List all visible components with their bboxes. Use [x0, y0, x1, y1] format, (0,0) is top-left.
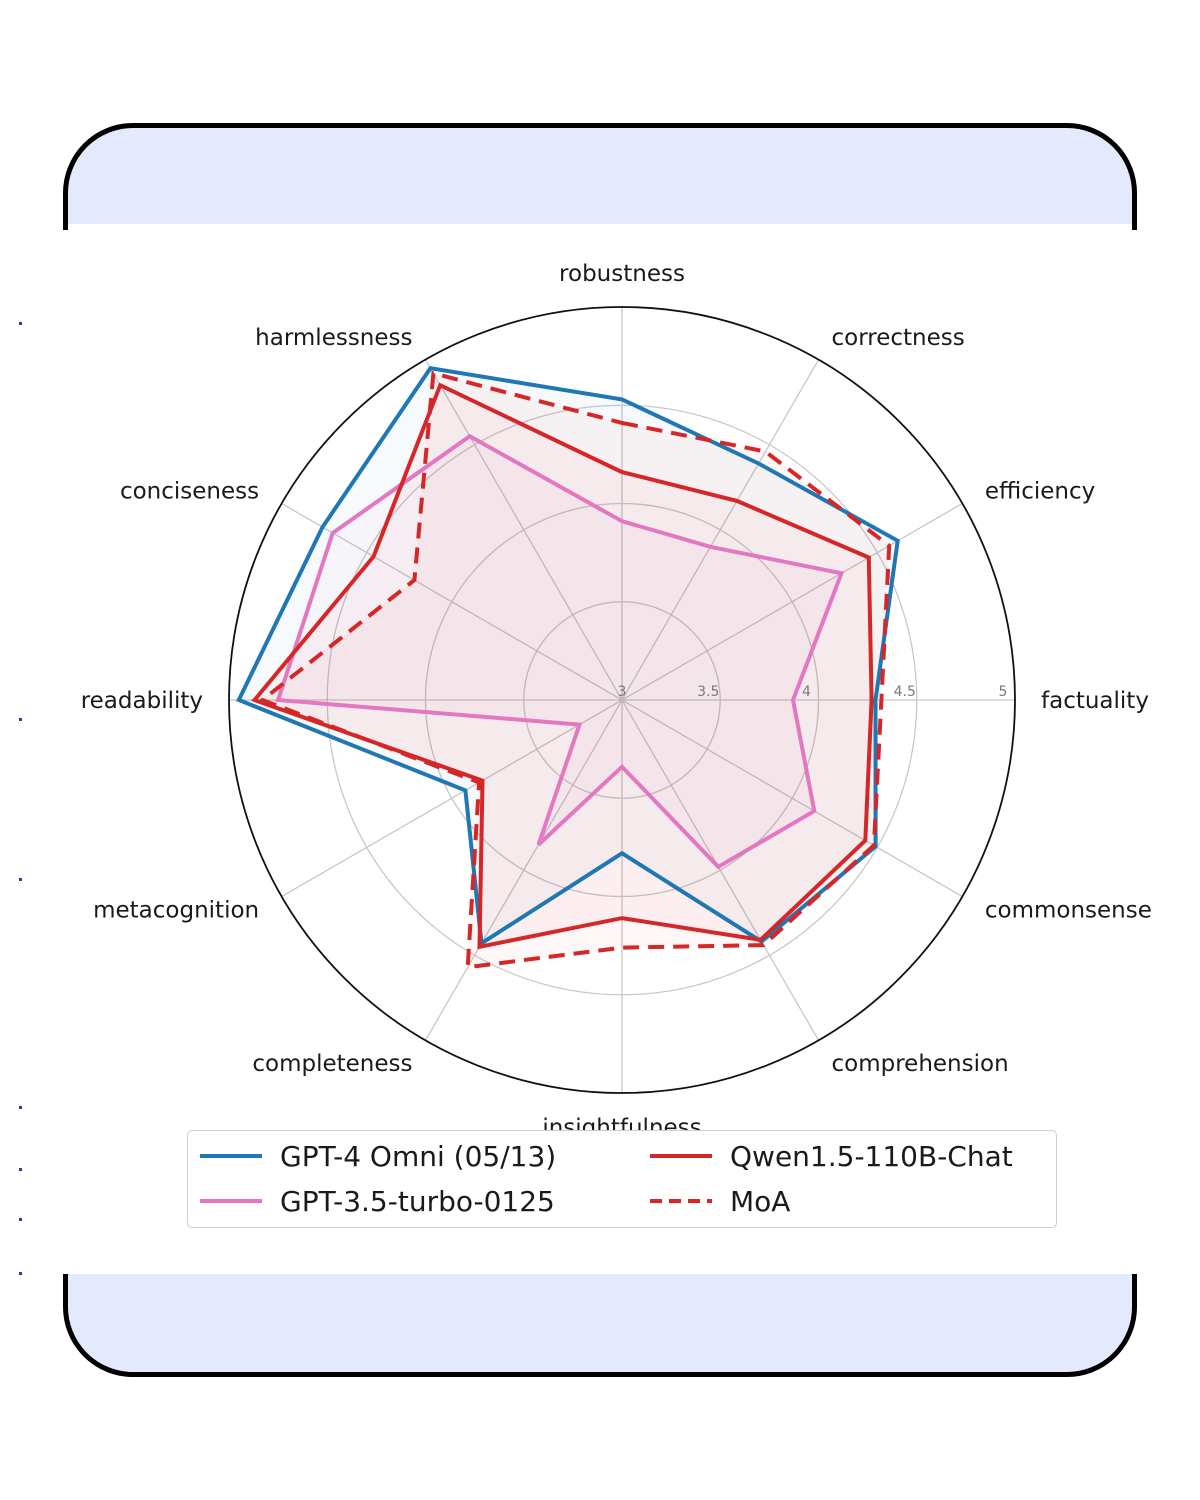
legend-swatch-qwen: [650, 1154, 712, 1158]
series-line-2: [251, 382, 874, 950]
grid-ring-2: [424, 502, 820, 898]
legend-label-moa: MoA: [730, 1184, 791, 1218]
margin-mark: [19, 1272, 22, 1275]
radar-grid: [228, 306, 1016, 1094]
legend-label-gpt35: GPT-3.5-turbo-0125: [280, 1184, 555, 1218]
tick-label-4: 5: [999, 684, 1008, 700]
tick-label-2: 4: [802, 684, 811, 700]
legend-swatch-gpt4o: [200, 1154, 262, 1158]
margin-mark: [19, 878, 22, 881]
legend: GPT-4 Omni (05/13) GPT-3.5-turbo-0125 Qw…: [187, 1130, 1057, 1228]
axis-label-factuality: factuality: [1041, 688, 1149, 714]
legend-item-gpt4o: GPT-4 Omni (05/13): [198, 1136, 556, 1176]
legend-item-gpt35: GPT-3.5-turbo-0125: [198, 1181, 555, 1221]
legend-swatch-moa: [650, 1199, 712, 1203]
legend-item-moa: MoA: [648, 1181, 790, 1221]
legend-label-gpt4o: GPT-4 Omni (05/13): [280, 1139, 557, 1173]
grid-ring-3: [326, 404, 918, 996]
series-line-0: [236, 366, 900, 947]
series-line-3: [258, 370, 892, 970]
tick-label-0: 3: [618, 684, 627, 700]
axis-label-correctness: correctness: [832, 325, 965, 351]
tick-label-1: 3.5: [697, 684, 719, 700]
axis-label-readability: readability: [81, 688, 203, 714]
series-line-1: [275, 433, 845, 870]
legend-item-qwen: Qwen1.5-110B-Chat: [648, 1136, 1013, 1176]
legend-label-qwen: Qwen1.5-110B-Chat: [730, 1139, 1013, 1173]
axis-label-commonsense: commonsense: [985, 898, 1152, 924]
series-fills: [239, 368, 898, 967]
legend-swatch-gpt35: [200, 1199, 262, 1203]
frame-left-edge: [63, 200, 68, 230]
tick-label-3: 4.5: [894, 684, 916, 700]
margin-mark: [19, 1106, 22, 1109]
radar-labels: 3 3.5 4 4.5 5 robustness correctness efficiency…: [81, 261, 1152, 1141]
axis-label-conciseness: conciseness: [120, 479, 259, 505]
chart-panel: [0, 224, 1200, 1274]
margin-mark: [19, 718, 22, 721]
series-fill-3: [262, 373, 889, 967]
grid-ring-4: [228, 306, 1016, 1094]
grid-ring-1: [523, 601, 721, 799]
frame-right-edge: [1132, 200, 1137, 230]
margin-mark: [19, 1168, 22, 1171]
axis-label-efficiency: efficiency: [985, 479, 1095, 505]
axis-label-harmlessness: harmlessness: [255, 325, 412, 351]
axis-label-robustness: robustness: [559, 261, 685, 287]
axis-label-completeness: completeness: [252, 1051, 412, 1077]
margin-mark: [19, 1218, 22, 1221]
series-lines: [236, 366, 900, 970]
axis-label-comprehension: comprehension: [832, 1051, 1009, 1077]
margin-mark: [19, 322, 22, 325]
axis-label-metacognition: metacognition: [93, 898, 259, 924]
